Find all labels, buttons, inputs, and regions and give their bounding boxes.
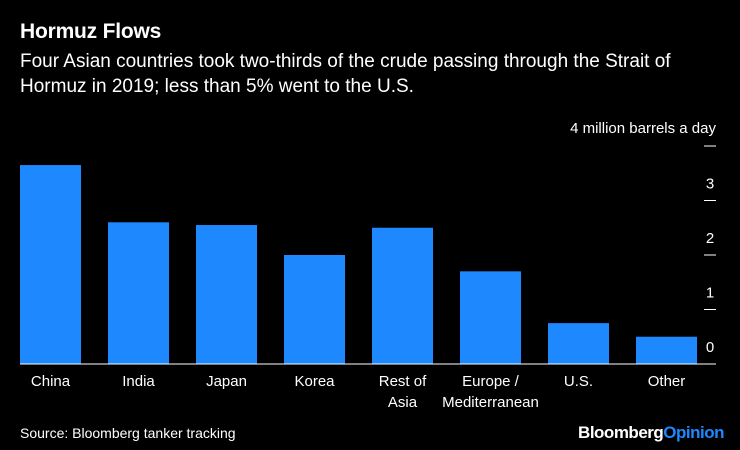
category-label-line: Korea <box>294 373 335 390</box>
category-label-line: Other <box>648 373 686 390</box>
category-label-4: Rest of Asia <box>379 373 427 411</box>
category-label-line: India <box>122 373 155 390</box>
bar-3 <box>284 255 345 364</box>
bar-4 <box>372 227 433 364</box>
source-note: Source: Bloomberg tanker tracking <box>20 425 236 441</box>
category-label-5: Europe / Mediterranean <box>442 373 539 411</box>
y-tick-label-0: 0 <box>706 339 714 356</box>
category-label-line: Europe / <box>462 373 520 390</box>
category-label-line: Japan <box>206 373 247 390</box>
category-label-1: India <box>122 373 155 390</box>
category-label-6: U.S. <box>564 373 593 390</box>
category-label-2: Japan <box>206 373 247 390</box>
y-tick-label-1: 1 <box>706 285 714 302</box>
bar-6 <box>548 323 609 364</box>
bar-5 <box>460 271 521 364</box>
brand-logo: BloombergOpinion <box>578 423 724 443</box>
category-label-line: Mediterranean <box>442 394 539 411</box>
bar-1 <box>108 222 169 364</box>
brand-opinion: Opinion <box>663 423 724 442</box>
brand-name: Bloomberg <box>578 423 664 442</box>
bar-7 <box>636 336 697 364</box>
category-label-line: U.S. <box>564 373 593 390</box>
y-tick-label-2: 2 <box>706 230 714 247</box>
y-axis-unit-label: 4 million barrels a day <box>570 120 716 137</box>
bar-2 <box>196 225 257 364</box>
chart-subtitle: Four Asian countries took two-thirds of … <box>20 51 671 97</box>
category-label-7: Other <box>648 373 686 390</box>
bar-0 <box>20 165 81 364</box>
category-label-line: China <box>31 373 71 390</box>
category-label-line: Asia <box>388 394 418 411</box>
chart-title: Hormuz Flows <box>20 20 162 43</box>
y-tick-label-3: 3 <box>706 176 714 193</box>
category-label-line: Rest of <box>379 373 427 390</box>
category-label-3: Korea <box>294 373 335 390</box>
category-label-0: China <box>31 373 71 390</box>
